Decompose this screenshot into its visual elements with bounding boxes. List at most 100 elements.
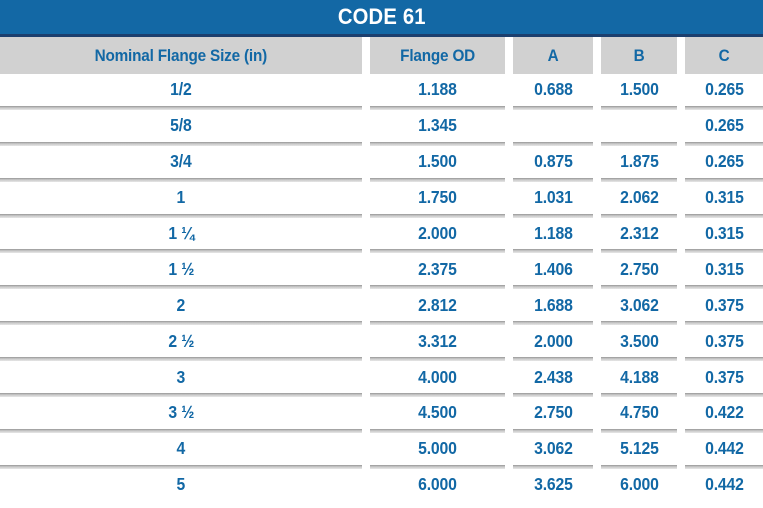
table-cell-c: 0.375 [685, 325, 763, 362]
table-cell-flange-od: 1.188 [370, 74, 505, 110]
table-row: 2 2.812 1.688 3.062 0.375 [0, 289, 763, 326]
table-cell-flange-od: 6.000 [370, 469, 505, 505]
table-cell-flange-od: 4.500 [370, 397, 505, 433]
table-cell-a: 2.438 [513, 361, 593, 397]
table-cell-c: 0.315 [685, 253, 763, 290]
table-cell-size: 3 ½ [0, 397, 362, 433]
cell-value: 3 ½ [168, 402, 194, 423]
cell-value: 0.375 [704, 294, 744, 315]
cell-value: 0.315 [704, 223, 744, 243]
table-cell-size: 2 [0, 289, 362, 326]
cell-value: 4 [176, 438, 186, 459]
table-cell-c: 0.375 [685, 361, 763, 397]
cell-value: 0.875 [533, 151, 573, 172]
cell-value: 3/4 [170, 151, 192, 172]
table-row: 1 1.750 1.031 2.062 0.315 [0, 182, 763, 218]
cell-value: 2.750 [619, 258, 659, 279]
cell-value: 0.442 [704, 438, 744, 459]
cell-value: 1 [176, 187, 186, 208]
cell-value: 6.000 [418, 474, 457, 495]
cell-value: 4.000 [418, 366, 457, 387]
table-cell-flange-od: 2.375 [370, 253, 505, 290]
column-header-c: C [685, 37, 763, 74]
cell-value: 1/2 [170, 79, 192, 100]
table-cell-size: 5 [0, 469, 362, 505]
cell-value: 3.500 [619, 330, 659, 351]
cell-value: 5 [176, 474, 186, 495]
table-cell-size: 3 [0, 361, 362, 397]
column-header-flange-od: Flange OD [370, 37, 505, 74]
column-header-b: B [601, 37, 677, 74]
cell-value: 2 [176, 294, 186, 315]
table-cell-flange-od: 1.500 [370, 146, 505, 182]
table-row: 5 6.000 3.625 6.000 0.442 [0, 469, 763, 505]
table-cell-flange-od: 1.750 [370, 182, 505, 218]
cell-value: 2.000 [418, 223, 457, 243]
table-cell-b: 2.062 [601, 182, 677, 218]
table-cell-b: 2.750 [601, 253, 677, 290]
table-cell-size: 5/8 [0, 110, 362, 146]
column-header-label: Nominal Flange Size (in) [94, 45, 268, 65]
table-cell-a: 0.688 [513, 74, 593, 110]
table-row: 3 4.000 2.438 4.188 0.375 [0, 361, 763, 397]
cell-value: 1.188 [418, 79, 457, 100]
cell-value: 1.406 [533, 258, 573, 279]
cell-value: 2.312 [619, 223, 659, 243]
cell-value: 0.315 [704, 258, 744, 279]
table-row: 2 ½ 3.312 2.000 3.500 0.375 [0, 325, 763, 362]
table-cell-b: 3.500 [601, 325, 677, 362]
cell-value: 2 ½ [168, 330, 194, 351]
cell-value: 5.000 [418, 438, 457, 459]
table-cell-b: 4.188 [601, 361, 677, 397]
table-cell-b [601, 110, 677, 146]
cell-value: 3.062 [619, 294, 659, 315]
table-cell-a: 1.031 [513, 182, 593, 218]
table-cell-c: 0.315 [685, 182, 763, 218]
table-cell-b: 2.312 [601, 218, 677, 254]
table-cell-b: 5.125 [601, 433, 677, 469]
cell-value: 0.265 [704, 115, 744, 136]
cell-value: 2.750 [533, 402, 573, 423]
table-cell-b: 1.500 [601, 74, 677, 110]
table-cell-size: 1 [0, 182, 362, 218]
table-cell-size: 1 ¼ [0, 218, 362, 254]
cell-value: 1 ½ [168, 258, 194, 279]
table-row: 1/2 1.188 0.688 1.500 0.265 [0, 74, 763, 110]
cell-value: 0.688 [533, 79, 573, 100]
table-cell-b: 3.062 [601, 289, 677, 326]
table-cell-size: 2 ½ [0, 325, 362, 362]
table-cell-c: 0.422 [685, 397, 763, 433]
cell-value: 4.188 [619, 366, 659, 387]
table-row: 3/4 1.500 0.875 1.875 0.265 [0, 146, 763, 182]
cell-value: 5/8 [170, 115, 192, 136]
table-cell-a: 1.406 [513, 253, 593, 290]
cell-value: 5.125 [619, 438, 659, 459]
cell-value: 0.375 [704, 366, 744, 387]
table-cell-a: 0.875 [513, 146, 593, 182]
column-header-a: A [513, 37, 593, 74]
cell-value: 2.062 [619, 187, 659, 208]
cell-value: 1 ¼ [168, 223, 194, 243]
cell-value: 1.345 [418, 115, 457, 136]
column-header-label: Flange OD [400, 45, 475, 65]
table-cell-flange-od: 1.345 [370, 110, 505, 146]
table-title: CODE 61 [337, 4, 426, 29]
cell-value: 2.375 [418, 258, 457, 279]
cell-value: 3 [176, 366, 186, 387]
table-title-bar: CODE 61 [0, 0, 763, 37]
table-cell-c: 0.265 [685, 74, 763, 110]
cell-value: 3.625 [533, 474, 573, 495]
table-cell-b: 4.750 [601, 397, 677, 433]
table-cell-a: 1.188 [513, 218, 593, 254]
cell-value: 1.031 [533, 187, 573, 208]
cell-value: 0.422 [704, 402, 744, 423]
table-row: 4 5.000 3.062 5.125 0.442 [0, 433, 763, 469]
cell-value: 1.500 [418, 151, 457, 172]
cell-value: 2.000 [533, 330, 573, 351]
table-cell-c: 0.315 [685, 218, 763, 254]
cell-value: 3.312 [418, 330, 457, 351]
table-cell-size: 1 ½ [0, 253, 362, 290]
table-cell-a: 3.062 [513, 433, 593, 469]
cell-value: 4.500 [418, 402, 457, 423]
